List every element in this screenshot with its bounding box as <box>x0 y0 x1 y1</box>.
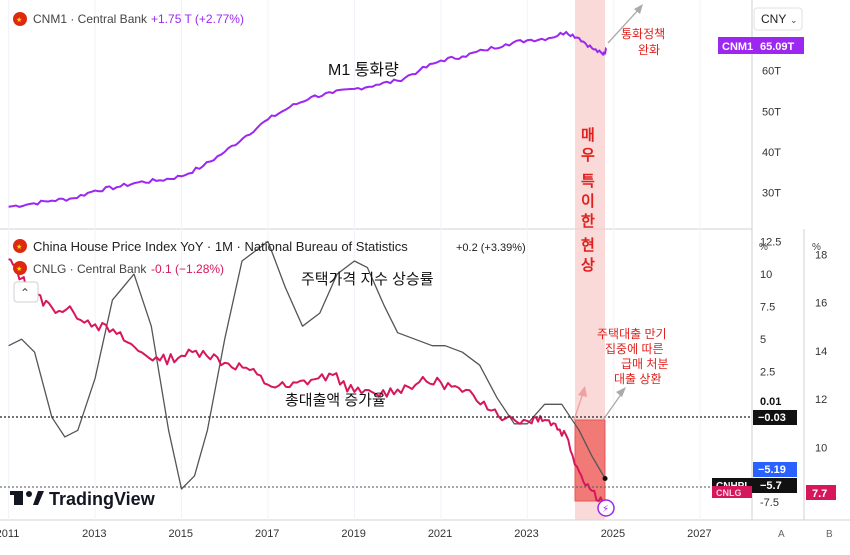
series-layer <box>8 30 608 504</box>
band-char-1: 우 <box>581 147 595 164</box>
left-y-tick-2: 7.5 <box>760 302 775 314</box>
x-tick-label-8: 2027 <box>687 528 711 540</box>
right-y-tick-0: 18 <box>815 249 827 261</box>
band-char-5: 현 <box>581 237 595 254</box>
annotation-sale-2: 집중에 따른 <box>605 342 664 356</box>
band-char-6: 상 <box>581 257 595 274</box>
band-char-4: 한 <box>581 213 595 230</box>
right-y-tick-2: 14 <box>815 346 827 358</box>
brand-text: TradingView <box>49 489 156 509</box>
currency-dropdown[interactable]: CNY ⌄ <box>753 7 803 31</box>
series-line-cnlg[interactable] <box>8 258 606 504</box>
top-y-tick-2: 50T <box>762 106 781 118</box>
china-flag-icon-3 <box>13 261 27 275</box>
annotation-m1: M1 통화량 <box>328 61 399 79</box>
left-y-tick-4: 2.5 <box>760 367 775 379</box>
svg-text:★: ★ <box>16 265 22 273</box>
cnlg-line[interactable]: CNLG · Central Bank <box>33 262 147 276</box>
svg-text:−5.19: −5.19 <box>758 464 786 476</box>
top-change: +1.75 T (+2.77%) <box>151 12 244 26</box>
left-y-tick-1: 10 <box>760 269 772 281</box>
arrow-policy <box>607 4 643 44</box>
series-line-cnm1[interactable] <box>8 30 608 208</box>
price-label-001: 0.01 <box>753 394 797 409</box>
svg-text:★: ★ <box>16 243 22 251</box>
band-char-2: 특 <box>581 173 595 190</box>
svg-text:★: ★ <box>16 16 22 24</box>
x-tick-label-1: 2013 <box>82 528 106 540</box>
arrow-sale <box>602 387 626 421</box>
house-index-change: +0.2 (+3.39%) <box>456 242 526 254</box>
china-flag-icon <box>13 12 27 26</box>
right-y-tick-3: 12 <box>815 394 827 406</box>
svg-text:7.7: 7.7 <box>812 488 827 500</box>
price-label-cnm1: CNM1 65.09T <box>718 37 804 54</box>
annotation-house: 주택가격 지수 상승률 <box>301 271 434 288</box>
series-end-dot <box>602 476 608 482</box>
right-y-tick-4: 10 <box>815 442 827 454</box>
china-flag-icon-2 <box>13 239 27 253</box>
annotation-policy-1: 통화정책 <box>621 26 665 41</box>
x-tick-label-4: 2019 <box>341 528 365 540</box>
svg-text:CNLG: CNLG <box>716 488 742 498</box>
tradingview-logo: TradingView <box>10 489 156 509</box>
bottom-header: ★ China House Price Index YoY · 1M · Nat… <box>13 239 526 276</box>
left-y-tick-3: 5 <box>760 334 766 346</box>
arrow-decline-up <box>573 386 587 421</box>
svg-text:−0.03: −0.03 <box>758 412 786 424</box>
x-tick-label-6: 2023 <box>514 528 538 540</box>
annotation-sale-3: 급매 처분 <box>621 357 669 371</box>
axis-unit-right: % <box>812 242 821 253</box>
axis-unit-left: % <box>759 242 768 253</box>
top-header: ★ CNM1 · Central Bank +1.75 T (+2.77%) <box>13 12 244 26</box>
cnm1-name: CNM1 <box>722 41 753 53</box>
left-y-tick-0: 12.5 <box>760 237 781 249</box>
collapse-button[interactable]: ⌃ <box>13 281 39 303</box>
left-y-tick-6: -7.5 <box>760 497 779 509</box>
top-y-tick-0: 30T <box>762 188 781 200</box>
top-symbol-line[interactable]: CNM1 · Central Bank <box>33 12 148 26</box>
price-label-cnlg: CNLG <box>712 486 752 498</box>
svg-text:0.01: 0.01 <box>760 396 781 408</box>
house-index-line[interactable]: China House Price Index YoY · 1M · Natio… <box>33 239 408 254</box>
annotation-sale-1: 주택대출 만기 <box>597 327 667 341</box>
currency-label: CNY <box>761 12 786 26</box>
x-tick-label-2: 2015 <box>169 528 193 540</box>
band-char-3: 이 <box>581 193 595 210</box>
price-label-cnlg-value: 7.7 <box>806 485 836 500</box>
annotation-loan: 총대출액 증가율 <box>285 392 386 409</box>
annotation-sale-4: 대출 상환 <box>614 372 662 386</box>
chevron-up-icon: ⌃ <box>20 286 30 300</box>
scale-button-b[interactable]: B <box>826 529 833 540</box>
x-tick-label-7: 2025 <box>601 528 625 540</box>
annotation-policy-2: 완화 <box>638 43 660 57</box>
lightning-icon[interactable]: ⚡ <box>597 499 615 517</box>
price-label-m003: −0.03 <box>753 410 797 425</box>
right-y-tick-1: 16 <box>815 298 827 310</box>
band-char-0: 매 <box>581 127 595 144</box>
x-tick-label-3: 2017 <box>255 528 279 540</box>
chevron-down-icon: ⌄ <box>790 15 798 25</box>
x-tick-label-0: 2011 <box>0 528 19 540</box>
series-line-house-index[interactable] <box>8 240 606 490</box>
svg-text:⚡: ⚡ <box>602 504 609 515</box>
cnm1-value: 65.09T <box>760 41 795 53</box>
svg-text:−5.7: −5.7 <box>760 480 782 492</box>
cnlg-change: -0.1 (−1.28%) <box>151 262 224 276</box>
scale-button-a[interactable]: A <box>778 529 785 540</box>
top-y-tick-3: 60T <box>762 66 781 78</box>
top-y-tick-1: 40T <box>762 147 781 159</box>
price-label-m519: −5.19 <box>753 462 797 477</box>
tick-layer: 2011 2013 2015 2017 2019 2021 2023 2025 2027 30T 4… <box>0 66 827 540</box>
x-tick-label-5: 2021 <box>428 528 452 540</box>
